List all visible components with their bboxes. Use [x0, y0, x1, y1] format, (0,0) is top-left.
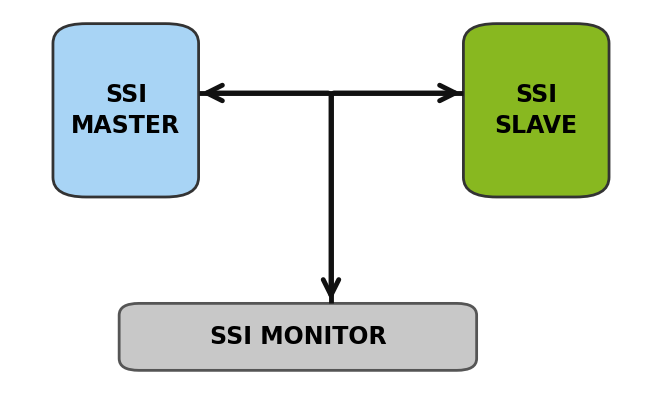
Text: SSI
MASTER: SSI MASTER	[71, 82, 180, 138]
Text: SSI
SLAVE: SSI SLAVE	[495, 82, 578, 138]
FancyBboxPatch shape	[53, 24, 199, 197]
FancyBboxPatch shape	[463, 24, 609, 197]
FancyBboxPatch shape	[119, 303, 477, 370]
Text: SSI MONITOR: SSI MONITOR	[210, 325, 386, 349]
